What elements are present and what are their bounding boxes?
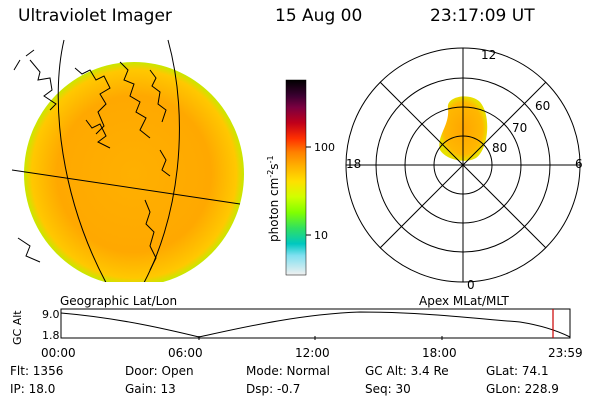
- mlt-label-0: 0: [467, 278, 475, 292]
- altitude-timeline: Geographic Lat/Lon Apex MLat/MLT 9.0 1.8…: [11, 294, 583, 360]
- geo-longitude: GLon: 228.9: [486, 382, 559, 396]
- sequence-number: Seq: 30: [365, 382, 411, 396]
- observation-time: 23:17:09 UT: [430, 6, 535, 26]
- ip-value: IP: 18.0: [10, 382, 56, 396]
- earth-disk: [24, 62, 244, 282]
- polar-plot: 12 18 6 0 60 70 80: [345, 47, 583, 292]
- geo-image: [11, 39, 244, 282]
- apex-caption: Apex MLat/MLT: [419, 294, 509, 308]
- observation-date: 15 Aug 00: [275, 6, 363, 26]
- alt-axis-label: GC Alt: [11, 310, 24, 345]
- geo-latitude: GLat: 74.1: [486, 364, 549, 378]
- mode-status: Mode: Normal: [246, 364, 330, 378]
- time-tick-2359: 23:59: [548, 346, 583, 360]
- mlat-label-60: 60: [535, 99, 550, 113]
- colorbar-unit-label: photon cm-2s-1: [266, 155, 281, 242]
- colorbar-tick-label-100: 100: [314, 141, 335, 154]
- colorbar-tick-label-10: 10: [314, 229, 328, 242]
- mlt-label-18: 18: [346, 157, 361, 171]
- mlat-label-70: 70: [512, 121, 527, 135]
- mlt-label-6: 6: [575, 157, 583, 171]
- mlat-label-80: 80: [492, 141, 507, 155]
- alt-min-label: 1.8: [42, 329, 60, 342]
- colorbar: 100 10 photon cm-2s-1: [266, 79, 335, 276]
- geo-grid: [11, 39, 241, 282]
- time-tick-0600: 06:00: [168, 346, 203, 360]
- mlt-label-12: 12: [481, 48, 496, 62]
- svg-text:photon cm-2s-1: photon cm-2s-1: [266, 155, 281, 242]
- time-tick-0000: 00:00: [41, 346, 76, 360]
- time-tick-1800: 18:00: [422, 346, 457, 360]
- gc-altitude: GC Alt: 3.4 Re: [365, 364, 449, 378]
- polar-grid: [345, 47, 581, 283]
- altitude-curve: [60, 311, 571, 338]
- dsp-value: Dsp: -0.7: [246, 382, 301, 396]
- door-status: Door: Open: [125, 364, 194, 378]
- instrument-title: Ultraviolet Imager: [18, 6, 172, 26]
- time-tick-1200: 12:00: [295, 346, 330, 360]
- colorbar-gradient: [285, 79, 307, 276]
- gain-value: Gain: 13: [125, 382, 176, 396]
- geo-caption: Geographic Lat/Lon: [60, 294, 177, 308]
- coastlines: [13, 49, 171, 271]
- alt-max-label: 9.0: [42, 308, 60, 321]
- flight-number: Flt: 1356: [10, 364, 64, 378]
